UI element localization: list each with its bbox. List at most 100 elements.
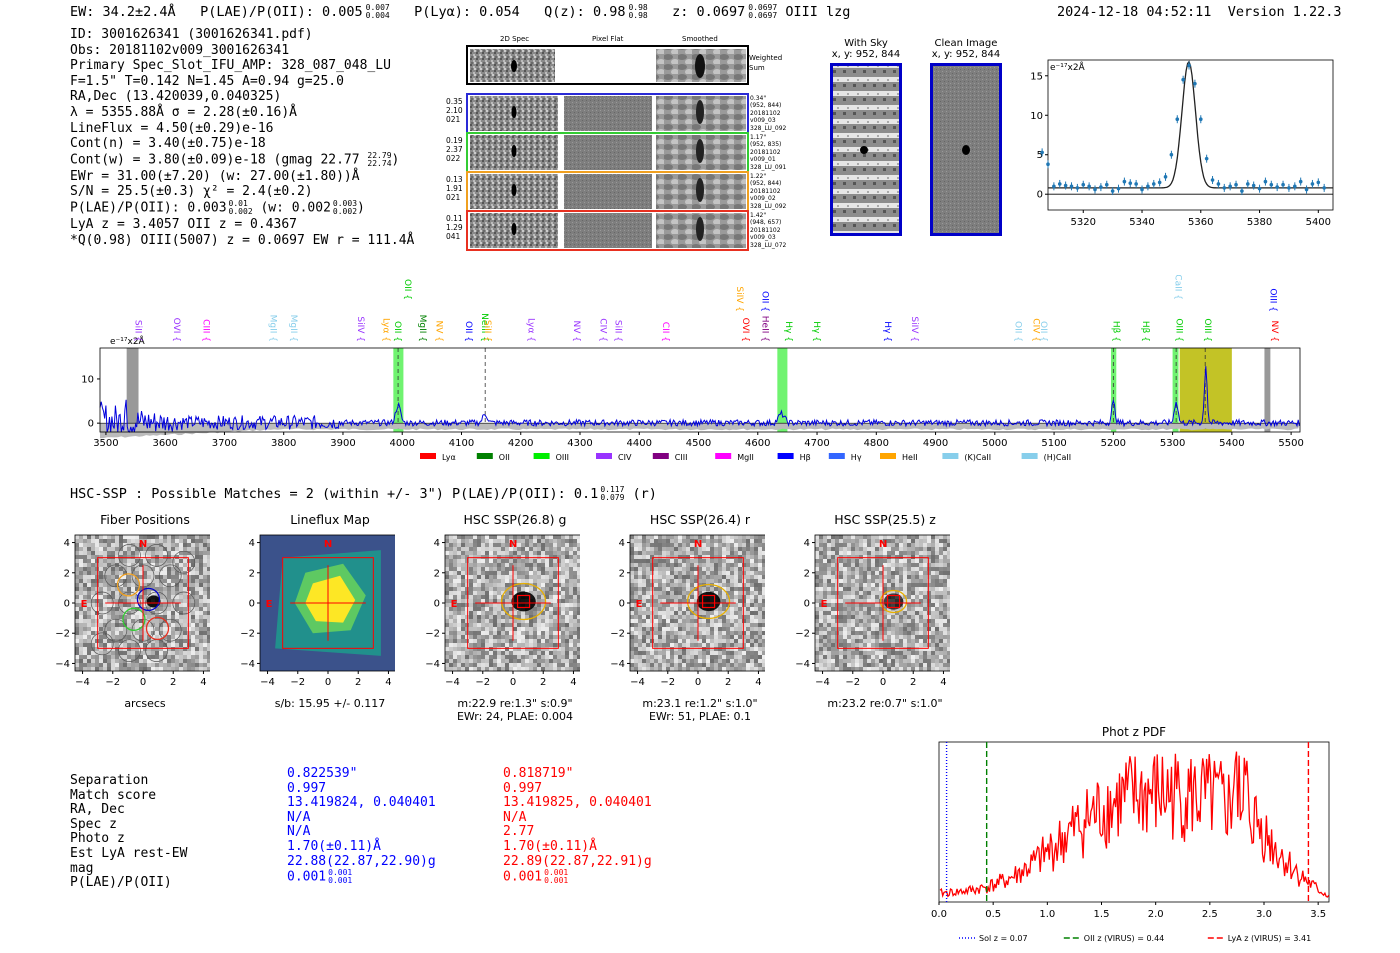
noise-pixel <box>843 635 848 640</box>
noise-pixel <box>734 631 739 636</box>
noise-pixel <box>650 575 655 580</box>
noise-pixel <box>654 623 659 628</box>
noise-pixel <box>674 543 679 548</box>
noise-pixel <box>75 651 80 656</box>
noise-pixel <box>650 619 655 624</box>
noise-pixel <box>111 623 116 628</box>
noise-pixel <box>513 635 518 640</box>
noise-pixel <box>481 591 486 596</box>
noise-pixel <box>75 595 80 600</box>
noise-pixel <box>907 583 912 588</box>
noise-pixel <box>875 591 880 596</box>
noise-pixel <box>473 595 478 600</box>
noise-pixel <box>754 535 759 540</box>
noise-pixel <box>485 563 490 568</box>
noise-pixel <box>127 567 132 572</box>
fiber-highlight <box>122 607 146 631</box>
noise-pixel <box>159 619 164 624</box>
noise-pixel <box>493 623 498 628</box>
noise-pixel <box>891 559 896 564</box>
noise-pixel <box>139 615 144 620</box>
noise-pixel <box>147 575 152 580</box>
noise-pixel <box>863 559 868 564</box>
noise-pixel <box>927 543 932 548</box>
noise-pixel <box>525 647 530 652</box>
noise-pixel <box>497 575 502 580</box>
noise-pixel <box>159 639 164 644</box>
noise-pixel <box>95 667 100 672</box>
noise-pixel <box>722 619 727 624</box>
noise-pixel <box>119 623 124 628</box>
noise-pixel <box>179 591 184 596</box>
noise-pixel <box>163 663 168 668</box>
noise-pixel <box>706 647 711 652</box>
noise-pixel <box>115 575 120 580</box>
noise-pixel <box>734 599 739 604</box>
noise-pixel <box>549 631 554 636</box>
noise-pixel <box>883 559 888 564</box>
noise-pixel <box>545 551 550 556</box>
noise-pixel <box>907 575 912 580</box>
noise-pixel <box>91 583 96 588</box>
noise-pixel <box>457 579 462 584</box>
noise-pixel <box>722 643 727 648</box>
noise-pixel <box>815 559 820 564</box>
noise-pixel <box>533 535 538 540</box>
noise-pixel <box>851 567 856 572</box>
noise-pixel <box>831 539 836 544</box>
noise-pixel <box>179 567 184 572</box>
noise-pixel <box>819 583 824 588</box>
north-label: N <box>139 539 147 550</box>
noise-pixel <box>674 555 679 560</box>
noise-pixel <box>565 619 570 624</box>
emission-line-label: SiIV { <box>909 316 919 342</box>
x-tick-label: 2 <box>170 677 176 688</box>
noise-pixel <box>758 599 763 604</box>
noise-pixel <box>461 607 466 612</box>
noise-pixel <box>457 619 462 624</box>
noise-pixel <box>718 623 723 628</box>
noise-pixel <box>686 563 691 568</box>
noise-pixel <box>533 587 538 592</box>
noise-pixel <box>533 635 538 640</box>
noise-pixel <box>83 575 88 580</box>
noise-pixel <box>155 635 160 640</box>
noise-pixel <box>75 619 80 624</box>
noise-pixel <box>171 655 176 660</box>
noise-pixel <box>718 587 723 592</box>
noise-pixel <box>867 663 872 668</box>
noise-pixel <box>642 575 647 580</box>
noise-pixel <box>758 651 763 656</box>
noise-pixel <box>827 663 832 668</box>
noise-pixel <box>710 631 715 636</box>
cutout-source-smooth <box>696 100 704 124</box>
noise-pixel <box>537 663 542 668</box>
noise-pixel <box>630 659 635 664</box>
noise-pixel <box>690 611 695 616</box>
noise-pixel <box>646 535 651 540</box>
noise-pixel <box>630 595 635 600</box>
noise-pixel <box>147 587 152 592</box>
noise-pixel <box>159 663 164 668</box>
noise-pixel <box>815 599 820 604</box>
noise-pixel <box>642 647 647 652</box>
noise-pixel <box>738 571 743 576</box>
noise-pixel <box>758 631 763 636</box>
source-blob <box>146 595 161 608</box>
noise-pixel <box>919 591 924 596</box>
noise-pixel <box>702 567 707 572</box>
noise-pixel <box>183 623 188 628</box>
noise-pixel <box>107 635 112 640</box>
noise-pixel <box>505 667 510 672</box>
noise-pixel <box>195 571 200 576</box>
noise-pixel <box>91 643 96 648</box>
noise-pixel <box>887 587 892 592</box>
noise-pixel <box>734 583 739 588</box>
noise-pixel <box>927 631 932 636</box>
noise-pixel <box>742 547 747 552</box>
noise-pixel <box>175 623 180 628</box>
noise-pixel <box>754 555 759 560</box>
noise-pixel <box>859 591 864 596</box>
noise-pixel <box>630 547 635 552</box>
noise-pixel <box>911 631 916 636</box>
